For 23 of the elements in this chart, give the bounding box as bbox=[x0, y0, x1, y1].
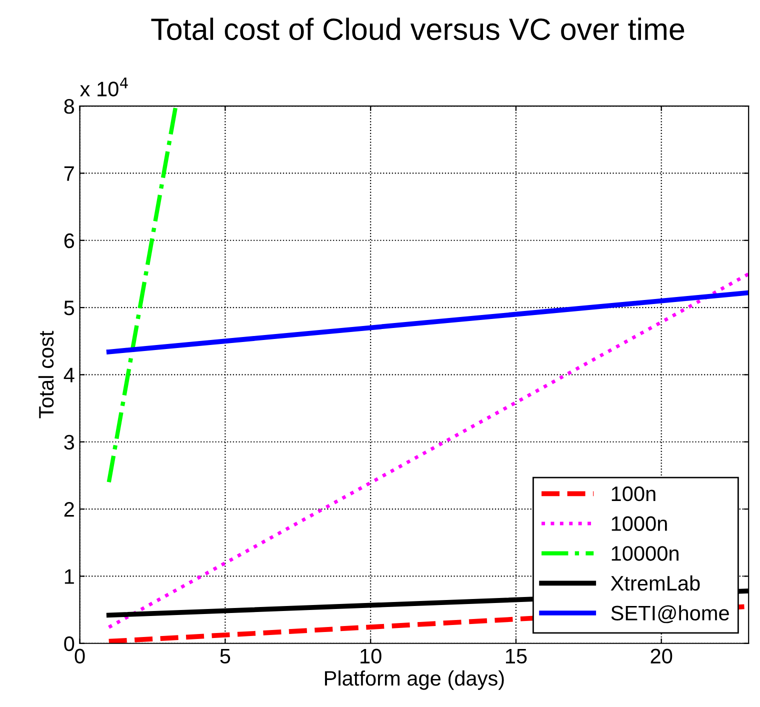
legend-label: 10000n bbox=[612, 546, 678, 561]
legend-label: 1000n bbox=[612, 516, 667, 531]
y-tick-label: 2 bbox=[64, 502, 74, 517]
y-tick-label: 5 bbox=[64, 300, 74, 316]
legend-label: 100n bbox=[612, 486, 656, 502]
y-tick-label: 7 bbox=[64, 166, 74, 181]
y-tick-label: 6 bbox=[64, 233, 74, 248]
text: x 10$^{4}$ bbox=[80, 78, 128, 96]
chart-title: Total cost of Cloud versus VC over time bbox=[151, 18, 684, 40]
x-tick-label: 5 bbox=[220, 648, 230, 664]
y-tick-label: 8 bbox=[64, 99, 74, 114]
y-tick-label: 1 bbox=[64, 569, 74, 584]
x-tick-label: 15 bbox=[506, 648, 527, 664]
x-tick-label: 20 bbox=[650, 648, 672, 664]
y-tick-label: 4 bbox=[64, 368, 74, 382]
y-tick-label: 3 bbox=[64, 434, 74, 450]
x-axis-title: Platform age (days) bbox=[325, 670, 504, 690]
y-axis-title: Total cost bbox=[38, 330, 54, 418]
y-tick-label: 0 bbox=[64, 636, 74, 652]
x-tick-label: 0 bbox=[74, 648, 85, 664]
x-tick-label: 10 bbox=[360, 648, 382, 664]
legend-label: SETI@home bbox=[611, 605, 729, 624]
legend-label: XtremLab bbox=[610, 575, 700, 591]
